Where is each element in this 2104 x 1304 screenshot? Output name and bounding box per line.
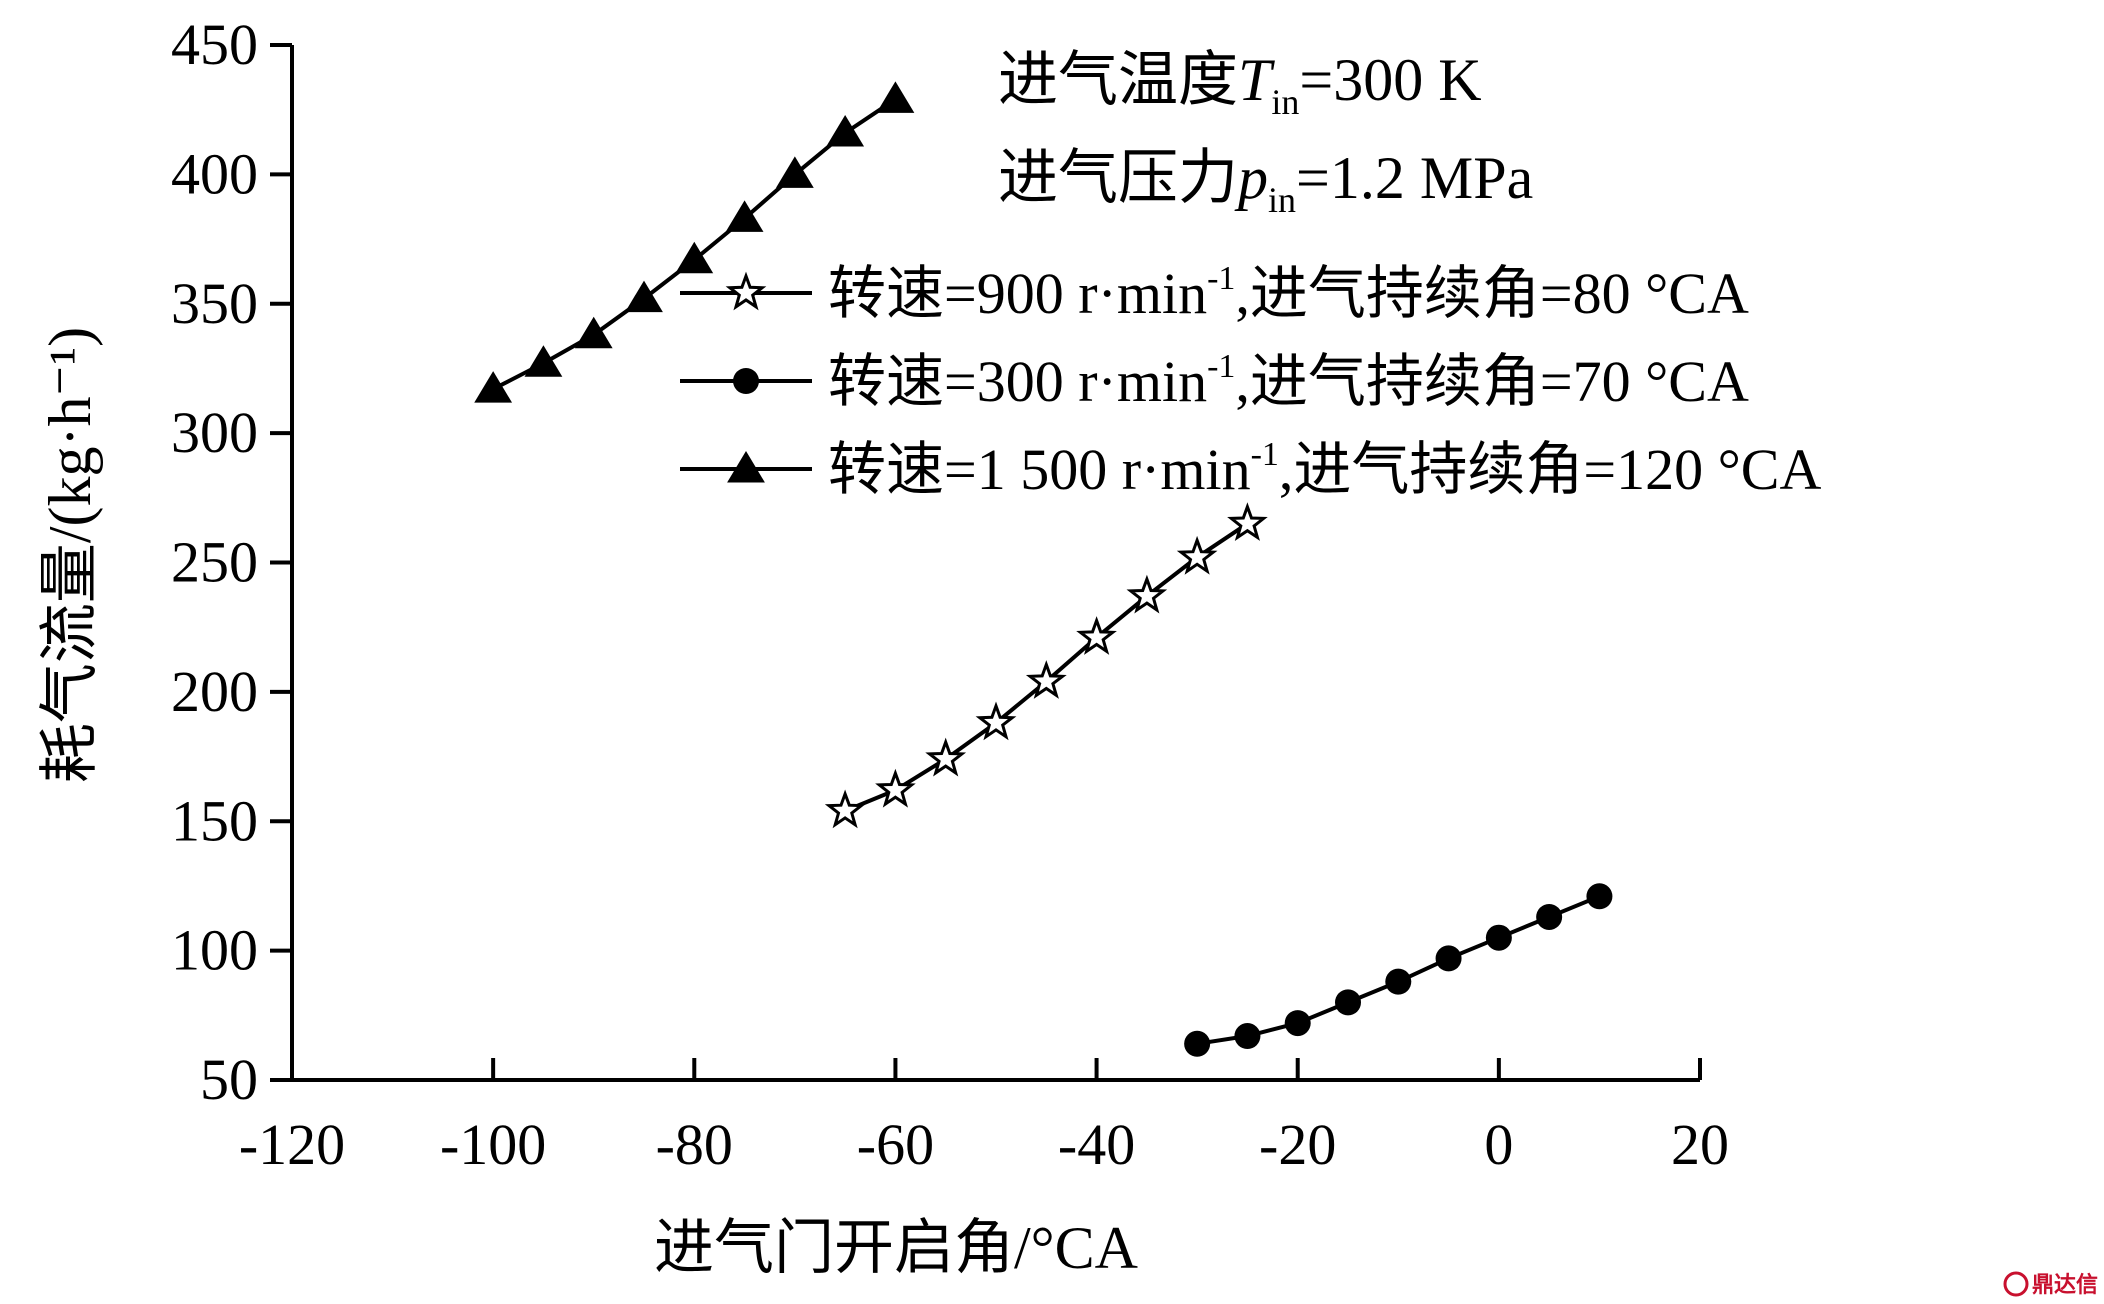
y-tick-label: 450 xyxy=(171,12,258,77)
data-point xyxy=(1025,660,1067,699)
data-point xyxy=(1076,616,1117,655)
data-point xyxy=(775,156,814,188)
y-tick-label: 50 xyxy=(200,1047,258,1112)
watermark-text: 鼎达信 xyxy=(2032,1272,2098,1298)
data-point xyxy=(1234,1023,1261,1050)
data-point xyxy=(725,200,764,232)
x-tick-label: -40 xyxy=(1058,1112,1135,1177)
y-tick-label: 350 xyxy=(171,271,258,336)
legend-item-circle: 转速=300 r·min-1,进气持续角=70 °CA xyxy=(680,348,1749,414)
data-point xyxy=(1435,945,1462,972)
data-point xyxy=(876,81,915,113)
data-point xyxy=(1335,989,1361,1016)
y-tick-label: 100 xyxy=(171,918,258,983)
legend-label: 转速=900 r·min-1,进气持续角=80 °CA xyxy=(828,260,1749,326)
annotations: 进气温度Tin=300 K 进气压力pin=1.2 MPa xyxy=(998,47,1533,220)
data-point xyxy=(1176,535,1218,575)
data-point xyxy=(1536,903,1563,930)
data-point xyxy=(824,789,866,829)
x-tick-label: -100 xyxy=(440,1112,546,1177)
data-point xyxy=(1184,1030,1211,1057)
data-point xyxy=(826,114,865,147)
data-point xyxy=(1586,883,1613,910)
x-tick-label: 20 xyxy=(1671,1112,1729,1177)
annotation-1: 进气温度Tin=300 K xyxy=(998,47,1482,122)
data-point xyxy=(1126,574,1168,614)
y-tick-label: 200 xyxy=(171,659,258,724)
x-tick-label: 0 xyxy=(1484,1112,1513,1177)
data-point xyxy=(574,316,613,349)
watermark: 鼎达信 xyxy=(2003,1271,2098,1298)
y-tick-label: 150 xyxy=(171,788,258,853)
data-point xyxy=(1284,1010,1311,1037)
data-point xyxy=(524,345,563,377)
data-point xyxy=(1485,924,1512,951)
data-point xyxy=(727,451,765,483)
legend: 转速=900 r·min-1,进气持续角=80 °CA 转速=300 r·min-… xyxy=(680,260,1821,502)
y-tick-label: 300 xyxy=(171,400,258,465)
x-axis-title: 进气门开启角/°CA xyxy=(654,1215,1138,1281)
data-point xyxy=(733,368,759,394)
series-star xyxy=(824,502,1268,829)
y-tick-label: 400 xyxy=(171,141,258,206)
data-point xyxy=(675,241,714,274)
watermark-logo-icon xyxy=(2003,1271,2029,1297)
data-point xyxy=(1385,968,1412,995)
data-point xyxy=(625,280,663,313)
x-tick-label: -20 xyxy=(1259,1112,1336,1177)
data-point xyxy=(875,768,916,808)
legend-item-triangle: 转速=1 500 r·min-1,进气持续角=120 °CA xyxy=(680,436,1821,502)
legend-item-star: 转速=900 r·min-1,进气持续角=80 °CA xyxy=(680,260,1749,326)
data-point xyxy=(1227,502,1268,541)
series-triangle xyxy=(474,81,915,403)
x-tick-label: -60 xyxy=(857,1112,934,1177)
y-axis-title: 耗气流量/(kg·h⁻¹) xyxy=(37,327,103,783)
data-point xyxy=(925,737,967,777)
legend-label: 转速=1 500 r·min-1,进气持续角=120 °CA xyxy=(828,436,1821,502)
series-circle xyxy=(1184,883,1613,1057)
data-point xyxy=(474,371,513,403)
legend-label: 转速=300 r·min-1,进气持续角=70 °CA xyxy=(828,348,1749,414)
data-point xyxy=(975,701,1017,741)
y-tick-label: 250 xyxy=(171,530,258,595)
data-point xyxy=(725,271,767,311)
x-tick-label: -80 xyxy=(656,1112,733,1177)
series-layer xyxy=(474,81,1613,1057)
annotation-2: 进气压力pin=1.2 MPa xyxy=(998,145,1533,220)
x-tick-label: -120 xyxy=(239,1112,345,1177)
